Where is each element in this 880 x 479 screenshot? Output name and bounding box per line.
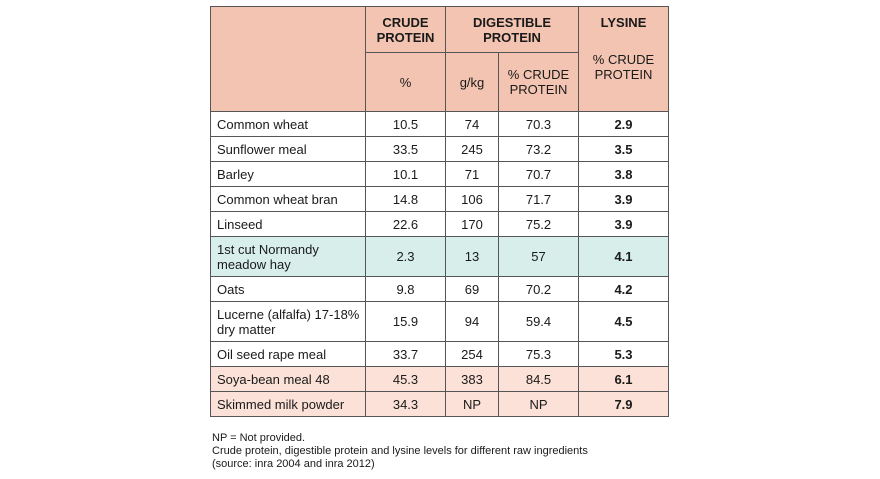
crude-protein-value: 14.8 <box>365 186 446 212</box>
table-row: Sunflower meal 33.5 245 73.2 3.5 <box>210 136 669 162</box>
header-sub-gkg: g/kg <box>445 52 499 112</box>
crude-protein-value: 33.7 <box>365 341 446 367</box>
dp-gkg-value: 94 <box>445 301 499 342</box>
table-body: Common wheat 10.5 74 70.3 2.9 Sunflower … <box>210 111 669 417</box>
dp-gkg-value: NP <box>445 391 499 417</box>
ingredient-name: 1st cut Normandy meadow hay <box>210 236 366 277</box>
lysine-value: 3.9 <box>578 211 669 237</box>
footnotes: NP = Not provided. Crude protein, digest… <box>212 432 588 471</box>
footnote-np: NP = Not provided. <box>212 432 306 444</box>
ingredient-name: Linseed <box>210 211 366 237</box>
crude-protein-value: 34.3 <box>365 391 446 417</box>
crude-protein-value: 15.9 <box>365 301 446 342</box>
dp-pct-value: 70.7 <box>498 161 579 187</box>
dp-gkg-value: 13 <box>445 236 499 277</box>
dp-pct-value: 70.2 <box>498 276 579 302</box>
crude-protein-value: 10.5 <box>365 111 446 137</box>
crude-protein-value: 22.6 <box>365 211 446 237</box>
table-row: Oil seed rape meal 33.7 254 75.3 5.3 <box>210 341 669 367</box>
header-crude-protein: CRUDE PROTEIN <box>365 6 446 53</box>
protein-table: CRUDE PROTEIN DIGESTIBLE PROTEIN LYSINE … <box>210 6 669 417</box>
table-row: 1st cut Normandy meadow hay 2.3 13 57 4.… <box>210 236 669 277</box>
lysine-value: 4.2 <box>578 276 669 302</box>
table-row: Linseed 22.6 170 75.2 3.9 <box>210 211 669 237</box>
ingredient-name: Common wheat <box>210 111 366 137</box>
lysine-value: 6.1 <box>578 366 669 392</box>
ingredient-name: Sunflower meal <box>210 136 366 162</box>
dp-pct-value: NP <box>498 391 579 417</box>
footnote-caption: Crude protein, digestible protein and ly… <box>212 445 588 457</box>
table-row: Common wheat bran 14.8 106 71.7 3.9 <box>210 186 669 212</box>
lysine-value: 3.5 <box>578 136 669 162</box>
dp-gkg-value: 245 <box>445 136 499 162</box>
dp-pct-value: 71.7 <box>498 186 579 212</box>
ingredient-name: Common wheat bran <box>210 186 366 212</box>
table-row: Barley 10.1 71 70.7 3.8 <box>210 161 669 187</box>
table-row: Oats 9.8 69 70.2 4.2 <box>210 276 669 302</box>
table-row: Lucerne (alfalfa) 17-18% dry matter 15.9… <box>210 301 669 342</box>
lysine-value: 4.1 <box>578 236 669 277</box>
header-digestible-protein: DIGESTIBLE PROTEIN <box>445 6 579 53</box>
crude-protein-value: 10.1 <box>365 161 446 187</box>
crude-protein-value: 9.8 <box>365 276 446 302</box>
dp-pct-value: 57 <box>498 236 579 277</box>
dp-gkg-value: 170 <box>445 211 499 237</box>
header-blank-cell <box>210 6 366 112</box>
lysine-value: 3.9 <box>578 186 669 212</box>
crude-protein-value: 2.3 <box>365 236 446 277</box>
footnote-source: (source: inra 2004 and inra 2012) <box>212 458 375 470</box>
dp-pct-value: 73.2 <box>498 136 579 162</box>
ingredient-name: Oats <box>210 276 366 302</box>
ingredient-name: Skimmed milk powder <box>210 391 366 417</box>
dp-pct-value: 70.3 <box>498 111 579 137</box>
dp-gkg-value: 254 <box>445 341 499 367</box>
table-header: CRUDE PROTEIN DIGESTIBLE PROTEIN LYSINE … <box>210 6 669 112</box>
table-row: Skimmed milk powder 34.3 NP NP 7.9 <box>210 391 669 417</box>
table-row: Common wheat 10.5 74 70.3 2.9 <box>210 111 669 137</box>
dp-gkg-value: 71 <box>445 161 499 187</box>
dp-gkg-value: 74 <box>445 111 499 137</box>
table-row: Soya-bean meal 48 45.3 383 84.5 6.1 <box>210 366 669 392</box>
header-lysine-sub: % CRUDE PROTEIN <box>592 52 655 82</box>
lysine-value: 5.3 <box>578 341 669 367</box>
ingredient-name: Barley <box>210 161 366 187</box>
dp-pct-value: 59.4 <box>498 301 579 342</box>
lysine-value: 4.5 <box>578 301 669 342</box>
ingredient-name: Oil seed rape meal <box>210 341 366 367</box>
lysine-value: 2.9 <box>578 111 669 137</box>
dp-gkg-value: 106 <box>445 186 499 212</box>
table-container: CRUDE PROTEIN DIGESTIBLE PROTEIN LYSINE … <box>210 6 669 417</box>
header-lysine: LYSINE % CRUDE PROTEIN <box>578 6 669 112</box>
header-lysine-title: LYSINE <box>600 15 647 30</box>
lysine-value: 3.8 <box>578 161 669 187</box>
dp-gkg-value: 383 <box>445 366 499 392</box>
header-sub-percent: % <box>365 52 446 112</box>
crude-protein-value: 45.3 <box>365 366 446 392</box>
header-sub-pct-crude-protein: % CRUDE PROTEIN <box>498 52 579 112</box>
ingredient-name: Lucerne (alfalfa) 17-18% dry matter <box>210 301 366 342</box>
dp-pct-value: 84.5 <box>498 366 579 392</box>
crude-protein-value: 33.5 <box>365 136 446 162</box>
lysine-value: 7.9 <box>578 391 669 417</box>
ingredient-name: Soya-bean meal 48 <box>210 366 366 392</box>
dp-pct-value: 75.3 <box>498 341 579 367</box>
dp-gkg-value: 69 <box>445 276 499 302</box>
dp-pct-value: 75.2 <box>498 211 579 237</box>
